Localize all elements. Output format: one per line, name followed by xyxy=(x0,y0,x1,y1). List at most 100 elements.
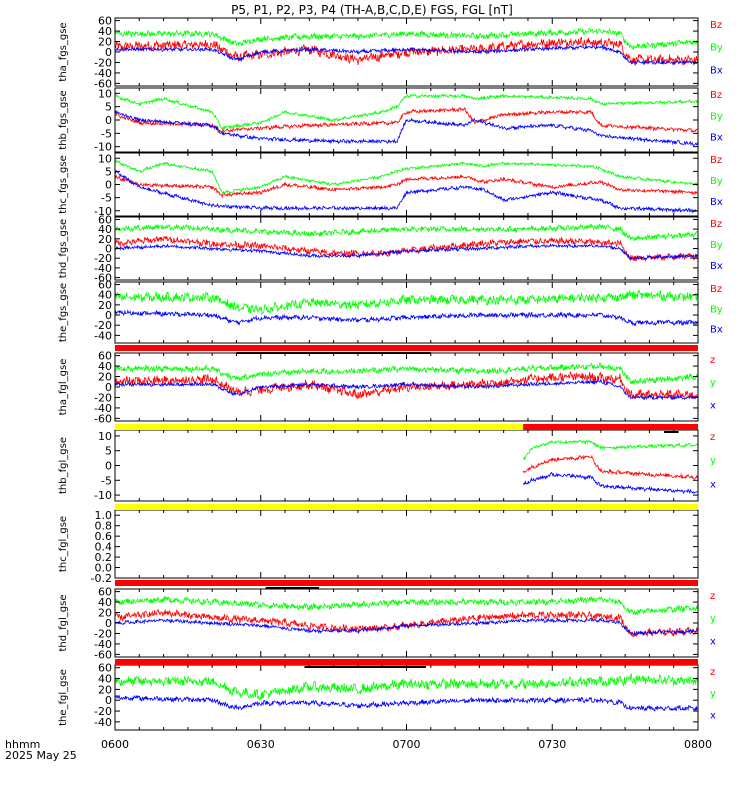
series-line-x-thd_fgl_gse xyxy=(115,617,698,637)
series-line-x-tha_fgl_gse xyxy=(115,379,698,401)
y-tick-label: 0 xyxy=(105,460,112,473)
y-tick-label: 0 xyxy=(105,114,112,127)
series-line-By-thc_fgs_gse xyxy=(115,159,698,195)
y-tick-label: 0 xyxy=(105,381,112,394)
legend-label-By: By xyxy=(710,43,723,54)
y-tick-label: 0.8 xyxy=(95,520,113,533)
series-line-y-thd_fgl_gse xyxy=(115,595,698,615)
legend-label-By: By xyxy=(710,240,723,251)
x-tick-label: 0800 xyxy=(684,738,712,751)
y-tick-label: 60 xyxy=(98,662,112,675)
series-line-Bx-tha_fgs_gse xyxy=(115,44,698,66)
panel-frame xyxy=(114,509,699,579)
y-tick-label: -20 xyxy=(94,252,112,265)
legend-label-By: By xyxy=(710,176,723,187)
y-tick-label: -10 xyxy=(94,141,112,154)
y-tick-label: -20 xyxy=(94,56,112,69)
y-tick-label: 0.2 xyxy=(95,551,113,564)
y-tick-label: -20 xyxy=(94,319,112,332)
y-tick-label: 60 xyxy=(98,279,112,292)
y-tick-label: 10 xyxy=(98,430,112,443)
status-bar xyxy=(115,424,698,433)
legend-label-Bx: Bx xyxy=(710,325,723,336)
status-bar xyxy=(115,345,698,354)
y-axis-label: the_fgl_gse xyxy=(58,669,69,726)
y-tick-label: -60 xyxy=(94,77,112,90)
legend-label-By: By xyxy=(710,111,723,122)
y-tick-label: -40 xyxy=(94,716,112,729)
y-tick-label: 40 xyxy=(98,673,112,686)
time-axis: 0600 0630 0700 0730 0800 xyxy=(101,738,712,751)
date-label: 2025 May 25 xyxy=(5,749,77,762)
x-tick-label: 0700 xyxy=(393,738,421,751)
legend-label-z: z xyxy=(710,432,715,443)
y-tick-label: 10 xyxy=(98,87,112,100)
series-line-By-the_fgs_gse xyxy=(115,289,698,316)
legend-label-z: z xyxy=(710,667,715,678)
status-bar xyxy=(115,504,698,510)
legend-label-y: y xyxy=(710,378,716,389)
y-tick-label: 20 xyxy=(98,36,112,49)
legend-label-y: y xyxy=(710,689,716,700)
legend-label-By: By xyxy=(710,304,723,315)
y-tick-label: -5 xyxy=(101,474,112,487)
panel-frame xyxy=(114,281,699,344)
y-tick-label: -40 xyxy=(94,67,112,80)
legend-label-x: x xyxy=(710,479,716,490)
y-tick-label: -10 xyxy=(94,489,112,502)
y-tick-label: -40 xyxy=(94,329,112,342)
y-tick-label: 60 xyxy=(98,586,112,599)
legend-label-Bx: Bx xyxy=(710,261,723,272)
y-tick-label: 0 xyxy=(105,46,112,59)
y-axis-label: tha_fgs_gse xyxy=(58,22,69,81)
y-tick-label: 40 xyxy=(98,25,112,38)
panel-thb_fgl_gse: 10 5 0-5 -10 thb_fgl_gse z y x xyxy=(58,429,716,502)
series-line-x-thb_fgl_gse xyxy=(522,471,698,495)
y-tick-label: -20 xyxy=(94,627,112,640)
y-tick-label: 20 xyxy=(98,233,112,246)
y-tick-label: -20 xyxy=(94,705,112,718)
status-bar-fill xyxy=(115,345,698,351)
y-tick-label: 5 xyxy=(105,165,112,178)
y-tick-label: 60 xyxy=(98,350,112,363)
x-tick-label: 0730 xyxy=(538,738,566,751)
y-tick-label: -40 xyxy=(94,262,112,275)
y-tick-label: 0.4 xyxy=(95,541,113,554)
y-tick-label: 0 xyxy=(105,243,112,256)
y-tick-label: 10 xyxy=(98,152,112,165)
y-tick-label: 5 xyxy=(105,445,112,458)
legend-label-y: y xyxy=(710,614,716,625)
x-tick-label: 0630 xyxy=(247,738,275,751)
y-tick-label: 40 xyxy=(98,360,112,373)
legend-label-Bz: Bz xyxy=(710,284,722,295)
time-axis-unit-label: hhmm xyxy=(5,738,40,751)
y-tick-label: -60 xyxy=(94,272,112,285)
status-bar-fill xyxy=(115,659,698,665)
y-tick-label: 40 xyxy=(98,289,112,302)
y-axis-label: tha_fgl_gse xyxy=(58,359,69,416)
series-line-Bx-thd_fgs_gse xyxy=(115,243,698,261)
panel-frame xyxy=(114,429,699,502)
y-tick-label: 0.0 xyxy=(95,562,113,575)
y-tick-label: 20 xyxy=(98,607,112,620)
series-line-By-thb_fgs_gse xyxy=(115,93,698,130)
status-bar-flag xyxy=(663,431,679,433)
y-tick-label: 5 xyxy=(105,101,112,114)
legend-label-Bx: Bx xyxy=(710,197,723,208)
figure-title: P5, P1, P2, P3, P4 (TH-A,B,C,D,E) FGS, F… xyxy=(231,3,513,17)
status-bars-group xyxy=(115,345,698,668)
series-line-x-the_fgl_gse xyxy=(115,694,698,712)
y-tick-label: -0.2 xyxy=(91,572,112,585)
series-line-Bz-thc_fgs_gse xyxy=(115,174,698,199)
legend-label-y: y xyxy=(710,456,716,467)
legend-label-Bx: Bx xyxy=(710,65,723,76)
legend-label-Bz: Bz xyxy=(710,90,722,101)
series-line-Bx-thb_fgs_gse xyxy=(115,110,698,147)
y-axis-label: thb_fgs_gse xyxy=(58,90,69,149)
